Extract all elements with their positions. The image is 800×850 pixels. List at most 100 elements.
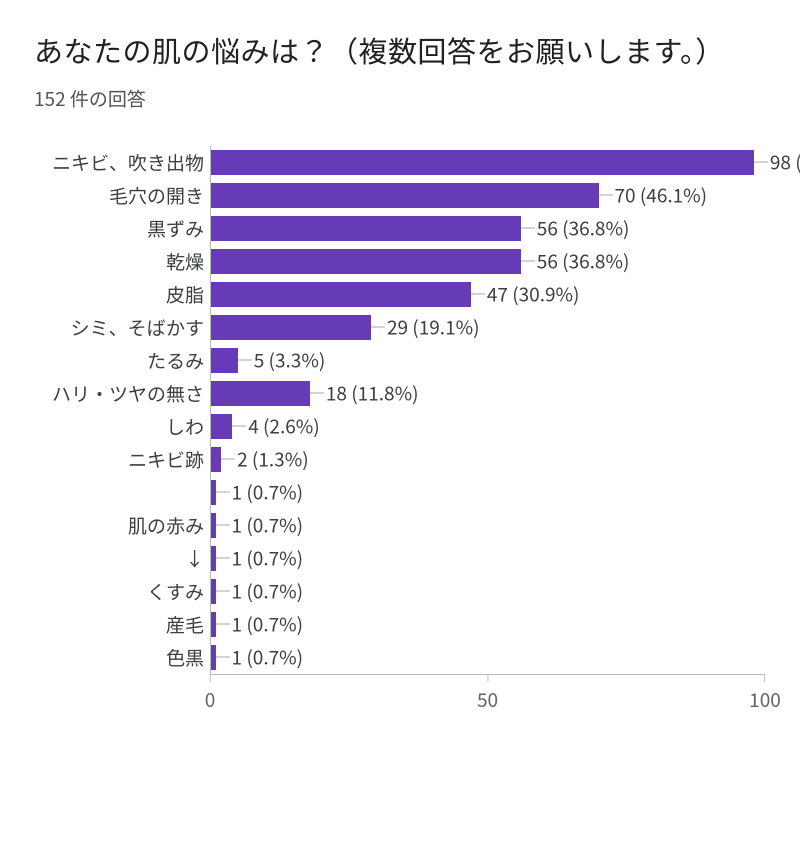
bar (210, 315, 371, 340)
bar (210, 249, 521, 274)
bar-zone: 56 (36.8%) (210, 245, 765, 278)
bar-row: 産毛 1 (0.7%) (34, 608, 790, 641)
category-label: たるみ (34, 347, 210, 374)
y-axis (210, 146, 211, 674)
category-label: 乾燥 (34, 248, 210, 275)
bar (210, 183, 599, 208)
bar-zone: 2 (1.3%) (210, 443, 765, 476)
bar-zone: 4 (2.6%) (210, 410, 765, 443)
category-label: 毛穴の開き (34, 182, 210, 209)
bar-row: ハリ・ツヤの無さ 18 (11.8%) (34, 377, 790, 410)
bar-row: 肌の赤み 1 (0.7%) (34, 509, 790, 542)
whisker-line (471, 294, 485, 295)
category-label: ハリ・ツヤの無さ (34, 380, 210, 407)
bar-zone: 1 (0.7%) (210, 476, 765, 509)
x-tick: 100 (749, 674, 781, 713)
tick-mark (209, 674, 210, 682)
bar-row: 黒ずみ56 (36.8%) (34, 212, 790, 245)
bar (210, 414, 232, 439)
bar (210, 216, 521, 241)
value-label: 4 (2.6%) (248, 413, 320, 440)
x-tick-label: 50 (477, 686, 498, 713)
category-label: 黒ずみ (34, 215, 210, 242)
tick-mark (764, 674, 765, 682)
bar-chart: ニキビ、吹き出物98 (64毛穴の開き70 (46.1%)黒ずみ56 (36.8… (34, 146, 790, 714)
bar (210, 381, 310, 406)
category-label: ニキビ、吹き出物 (34, 149, 210, 176)
whisker-line (216, 624, 230, 625)
bar-row: くすみ 1 (0.7%) (34, 575, 790, 608)
category-label: しわ (34, 413, 210, 440)
value-label: 1 (0.7%) (232, 512, 304, 539)
bar-zone: 29 (19.1%) (210, 311, 765, 344)
value-label: 1 (0.7%) (232, 545, 304, 572)
bar-zone: 5 (3.3%) (210, 344, 765, 377)
whisker-line (521, 228, 535, 229)
category-label: 肌の赤み (34, 512, 210, 539)
value-label: 29 (19.1%) (387, 314, 480, 341)
bar-row: シミ、そばかす 29 (19.1%) (34, 311, 790, 344)
value-label: 1 (0.7%) (232, 578, 304, 605)
whisker-line (599, 195, 613, 196)
bar-row: 1 (0.7%) (34, 476, 790, 509)
bar-row: ↓ 1 (0.7%) (34, 542, 790, 575)
bar (210, 348, 238, 373)
value-label: 56 (36.8%) (537, 248, 630, 275)
category-label: くすみ (34, 578, 210, 605)
bar-zone: 1 (0.7%) (210, 641, 765, 674)
tick-mark (487, 674, 488, 682)
bar (210, 447, 221, 472)
whisker-line (216, 558, 230, 559)
value-label: 1 (0.7%) (232, 644, 304, 671)
whisker-line (221, 459, 235, 460)
whisker-line (754, 162, 768, 163)
bar-zone: 98 (64 (210, 146, 765, 179)
response-count: 152 件の回答 (34, 85, 790, 112)
whisker-line (371, 327, 385, 328)
value-label: 2 (1.3%) (237, 446, 309, 473)
value-label: 1 (0.7%) (232, 479, 304, 506)
bar (210, 282, 471, 307)
value-label: 47 (30.9%) (487, 281, 580, 308)
value-label: 1 (0.7%) (232, 611, 304, 638)
whisker-line (216, 525, 230, 526)
bar (210, 150, 754, 175)
bar-row: 毛穴の開き 70 (46.1%) (34, 179, 790, 212)
category-label: ↓ (34, 545, 210, 572)
whisker-line (521, 261, 535, 262)
bar-zone: 47 (30.9%) (210, 278, 765, 311)
whisker-line (216, 591, 230, 592)
bar-zone: 70 (46.1%) (210, 179, 765, 212)
category-label: 皮脂 (34, 281, 210, 308)
value-label: 5 (3.3%) (254, 347, 326, 374)
x-tick: 0 (205, 674, 216, 713)
category-label: 色黒 (34, 644, 210, 671)
whisker-line (216, 657, 230, 658)
bar-zone: 56 (36.8%) (210, 212, 765, 245)
bar-row: ニキビ、吹き出物98 (64 (34, 146, 790, 179)
bar-row: たるみ 5 (3.3%) (34, 344, 790, 377)
bar-zone: 1 (0.7%) (210, 608, 765, 641)
bar-zone: 1 (0.7%) (210, 575, 765, 608)
whisker-line (216, 492, 230, 493)
bar-row: しわ 4 (2.6%) (34, 410, 790, 443)
whisker-line (238, 360, 252, 361)
x-tick-label: 100 (749, 686, 781, 713)
whisker-line (310, 393, 324, 394)
category-label: ニキビ跡 (34, 446, 210, 473)
chart-title: あなたの肌の悩みは？（複数回答をお願いします。） (34, 28, 790, 73)
x-tick: 50 (477, 674, 498, 713)
whisker-line (232, 426, 246, 427)
category-label: 産毛 (34, 611, 210, 638)
bar-row: 皮脂 47 (30.9%) (34, 278, 790, 311)
bar-zone: 1 (0.7%) (210, 542, 765, 575)
category-label: シミ、そばかす (34, 314, 210, 341)
value-label: 18 (11.8%) (326, 380, 419, 407)
x-tick-label: 0 (205, 686, 216, 713)
bar-row: 色黒 1 (0.7%) (34, 641, 790, 674)
bar-zone: 1 (0.7%) (210, 509, 765, 542)
bar-zone: 18 (11.8%) (210, 377, 765, 410)
bar-row: ニキビ跡 2 (1.3%) (34, 443, 790, 476)
value-label: 70 (46.1%) (615, 182, 708, 209)
bar-row: 乾燥 56 (36.8%) (34, 245, 790, 278)
